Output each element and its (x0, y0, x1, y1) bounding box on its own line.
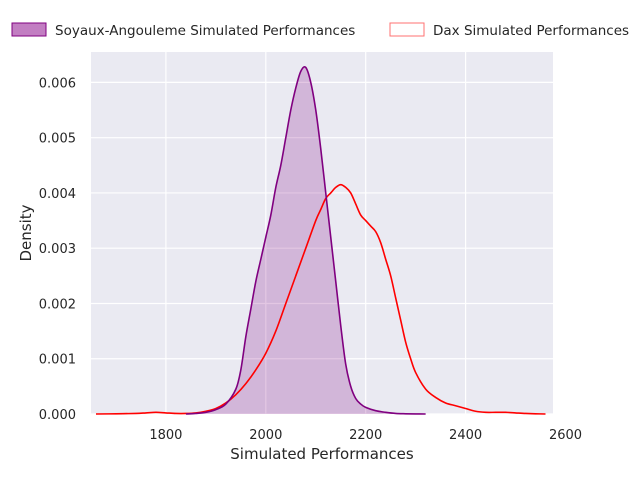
x-tick-label-2600: 2600 (549, 428, 582, 443)
legend-label-soyaux-angouleme: Soyaux-Angouleme Simulated Performances (55, 23, 355, 39)
grid (91, 52, 553, 415)
y-axis-label: Density (17, 204, 35, 261)
density-line-soyaux-angouleme-simulated-performances (185, 66, 426, 415)
x-axis-label: Simulated Performances (230, 445, 414, 463)
legend: Soyaux-Angouleme Simulated Performances … (11, 22, 629, 39)
y-tick-label-0.000: 0.000 (39, 408, 76, 423)
density-line-dax-simulated-performances (95, 183, 546, 415)
x-tick-label-1800: 1800 (149, 428, 182, 443)
y-tick-label-0.004: 0.004 (39, 187, 76, 202)
plot-area (91, 52, 553, 414)
density-fill-soyaux-angouleme-simulated-performances (185, 66, 426, 414)
y-tick-label-0.001: 0.001 (39, 353, 76, 368)
x-tick-labels: 1800 2000 2200 2400 2600 (149, 428, 582, 443)
x-tick-label-2000: 2000 (249, 428, 282, 443)
y-tick-label-0.002: 0.002 (39, 297, 76, 312)
density-areas (185, 66, 426, 414)
x-tick-label-2400: 2400 (449, 428, 482, 443)
legend-swatch-dax (389, 22, 425, 37)
density-lines (95, 66, 546, 415)
x-tick-label-2200: 2200 (349, 428, 382, 443)
y-tick-label-0.003: 0.003 (39, 242, 76, 257)
y-tick-labels: 0.000 0.001 0.002 0.003 0.004 0.005 0.006 (39, 76, 76, 423)
y-tick-label-0.006: 0.006 (39, 76, 76, 91)
legend-label-dax: Dax Simulated Performances (433, 23, 629, 39)
legend-swatch-soyaux-angouleme (11, 22, 47, 37)
y-tick-label-0.005: 0.005 (39, 132, 76, 147)
